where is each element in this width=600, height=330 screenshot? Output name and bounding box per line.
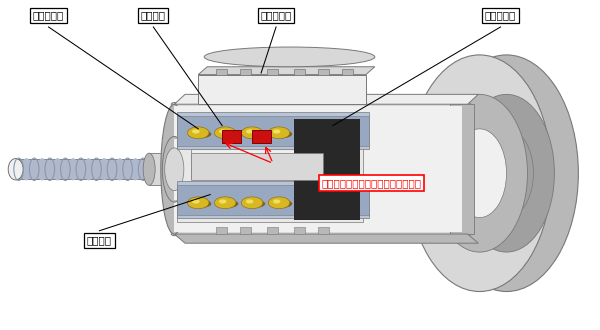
Circle shape (214, 127, 236, 139)
Ellipse shape (131, 158, 140, 181)
Bar (342, 69, 353, 75)
Bar (177, 185, 369, 215)
Ellipse shape (161, 104, 188, 234)
Text: 内蔵センサ（温度、振動、熱流束）: 内蔵センサ（温度、振動、熱流束） (322, 178, 422, 188)
Ellipse shape (37, 158, 47, 181)
Circle shape (246, 199, 253, 204)
Ellipse shape (215, 130, 238, 138)
Circle shape (268, 197, 290, 209)
Bar (449, 104, 473, 234)
Bar (267, 227, 278, 234)
Bar (240, 69, 251, 75)
Bar (240, 227, 251, 234)
Ellipse shape (242, 130, 265, 138)
Ellipse shape (434, 55, 578, 291)
Ellipse shape (452, 129, 506, 217)
Bar (318, 227, 329, 234)
FancyBboxPatch shape (171, 103, 470, 236)
Ellipse shape (8, 159, 23, 180)
Circle shape (273, 199, 280, 204)
Ellipse shape (408, 55, 551, 291)
Ellipse shape (22, 158, 31, 181)
Bar (198, 75, 366, 104)
Polygon shape (174, 94, 478, 104)
Ellipse shape (242, 200, 265, 208)
Polygon shape (198, 67, 375, 75)
Circle shape (268, 127, 290, 139)
Ellipse shape (336, 133, 360, 205)
Bar (221, 129, 241, 143)
Ellipse shape (269, 130, 292, 138)
Text: 内輪間座: 内輪間座 (87, 236, 112, 246)
Bar (318, 69, 329, 75)
Circle shape (187, 127, 209, 139)
Ellipse shape (269, 200, 292, 208)
Bar (174, 106, 461, 232)
Bar (191, 148, 353, 178)
Bar (294, 69, 305, 75)
Ellipse shape (215, 200, 238, 208)
Ellipse shape (204, 47, 375, 67)
Text: 主軸外径面: 主軸外径面 (260, 11, 292, 20)
Bar (177, 113, 369, 148)
Ellipse shape (163, 136, 186, 202)
Ellipse shape (189, 130, 211, 138)
Bar (294, 119, 360, 220)
Ellipse shape (143, 153, 155, 185)
Circle shape (214, 197, 236, 209)
Bar (16, 159, 177, 179)
Bar (216, 227, 227, 234)
Circle shape (219, 129, 227, 134)
Bar (177, 116, 369, 146)
Ellipse shape (165, 148, 184, 191)
Circle shape (192, 199, 200, 204)
Ellipse shape (100, 158, 109, 181)
Bar (216, 69, 227, 75)
Ellipse shape (115, 158, 125, 181)
Bar (174, 139, 366, 200)
Circle shape (273, 129, 280, 134)
Ellipse shape (84, 158, 94, 181)
Circle shape (241, 197, 263, 209)
Ellipse shape (189, 200, 211, 208)
Circle shape (241, 127, 263, 139)
Bar (177, 182, 369, 217)
Circle shape (246, 129, 253, 134)
Text: 主軸用軸受: 主軸用軸受 (485, 11, 516, 20)
Text: 外輪間座: 外輪間座 (141, 11, 166, 20)
Ellipse shape (68, 158, 78, 181)
Polygon shape (174, 234, 478, 243)
Ellipse shape (53, 158, 62, 181)
Bar (294, 227, 305, 234)
Bar (251, 129, 271, 143)
Circle shape (192, 129, 200, 134)
Bar (191, 153, 323, 180)
Ellipse shape (431, 94, 527, 252)
Circle shape (187, 197, 209, 209)
Bar (267, 69, 278, 75)
Ellipse shape (458, 94, 554, 252)
Ellipse shape (479, 129, 533, 217)
Circle shape (219, 199, 227, 204)
Bar (149, 153, 176, 185)
Text: 主軸用軸受: 主軸用軸受 (33, 11, 64, 20)
Bar (177, 117, 363, 221)
